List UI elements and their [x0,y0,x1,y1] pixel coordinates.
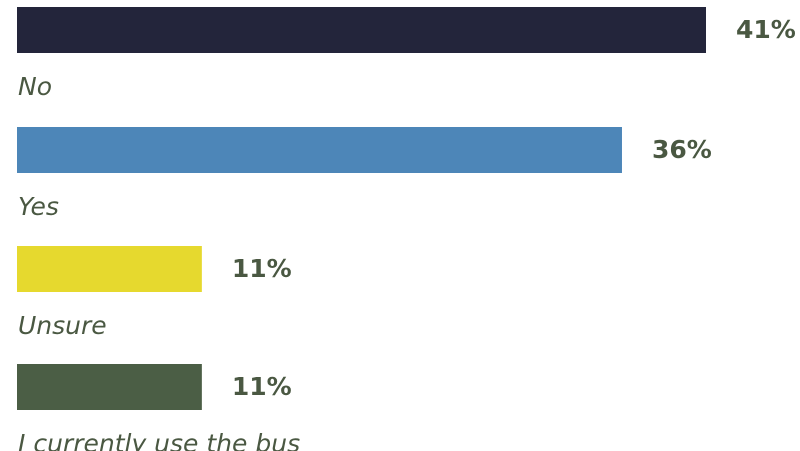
value-label-1: 36% [652,135,712,164]
category-label-0: No [18,72,52,101]
value-label-2: 11% [232,254,292,283]
bar-2 [17,246,202,292]
category-label-3: I currently use the bus [18,429,300,451]
value-label-3: 11% [232,372,292,401]
category-label-1: Yes [18,192,59,221]
bar-0 [17,7,706,53]
bar-3 [17,364,202,410]
bar-1 [17,127,622,173]
category-label-2: Unsure [18,311,107,340]
value-label-0: 41% [736,15,796,44]
